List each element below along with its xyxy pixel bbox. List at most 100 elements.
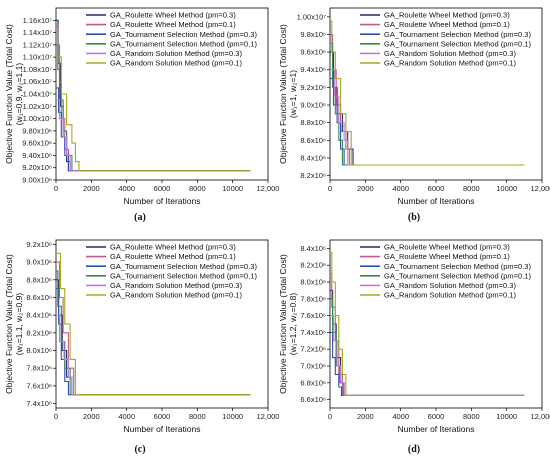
legend-entry: GA_Random Solution Method (pm=0.1) bbox=[384, 291, 516, 300]
x-tick-label: 10000 bbox=[496, 412, 517, 421]
x-tick-label: 2000 bbox=[83, 184, 100, 193]
y-tick-label: 8.4x10⁶ bbox=[300, 244, 326, 253]
legend-entry: GA_Random Solution Method (pm=0.1) bbox=[384, 59, 516, 68]
series-line bbox=[56, 87, 251, 172]
y-tick-label: 8.0x10⁶ bbox=[300, 278, 326, 287]
y-tick-label: 7.8x10⁶ bbox=[300, 294, 326, 303]
y-axis-label: Objective Function Value (Total Cost) bbox=[4, 254, 14, 394]
legend-entry: GA_Random Solution Method (pm=0.3) bbox=[110, 281, 242, 290]
series-line bbox=[330, 315, 525, 396]
y-tick-label: 8.2x10⁶ bbox=[26, 328, 52, 337]
series-line bbox=[56, 252, 251, 396]
x-tick-label: 10000 bbox=[222, 412, 243, 421]
y-tick-label: 9.0x10⁶ bbox=[300, 101, 326, 110]
series-line bbox=[330, 289, 525, 396]
legend-entry: GA_Tournament Selection Method (pm=0.3) bbox=[384, 262, 531, 271]
legend-entry: GA_Random Solution Method (pm=0.1) bbox=[110, 291, 242, 300]
y-tick-label: 7.2x10⁶ bbox=[300, 345, 326, 354]
y-axis-label: Objective Function Value (Total Cost) bbox=[4, 24, 14, 164]
legend-entry: GA_Roulette Wheel Method (pm=0.3) bbox=[384, 11, 510, 20]
x-tick-label: 12,000 bbox=[531, 184, 550, 193]
legend-entry: GA_Random Solution Method (pm=0.1) bbox=[110, 59, 242, 68]
chart-panel: 0 2000 4000 6000 8000 10000 12,000 8.2x10⁶ 8.4x1… bbox=[278, 7, 550, 223]
legend-entry: GA_Roulette Wheel Method (pm=0.3) bbox=[110, 11, 236, 20]
legend-entry: GA_Tournament Selection Method (pm=0.3) bbox=[110, 262, 257, 271]
legend-entry: GA_Random Solution Method (pm=0.3) bbox=[384, 49, 516, 58]
y-tick-label: 9.8x10⁶ bbox=[300, 30, 326, 39]
series-line bbox=[330, 51, 525, 166]
y-axis-label: Objective Function Value (Total Cost) bbox=[278, 24, 288, 164]
x-tick-label: 8000 bbox=[189, 412, 206, 421]
legend-entry: GA_Roulette Wheel Method (pm=0.3) bbox=[110, 243, 236, 252]
x-tick-label: 0 bbox=[54, 412, 58, 421]
y-tick-label: 9.6x10⁶ bbox=[300, 48, 326, 57]
x-tick-label: 10000 bbox=[496, 184, 517, 193]
legend-entry: GA_Tournament Selection Method (pm=0.1) bbox=[110, 39, 257, 48]
y-tick-label: 8.4x10⁶ bbox=[26, 311, 52, 320]
legend-entry: GA_Roulette Wheel Method (pm=0.1) bbox=[110, 20, 236, 29]
x-tick-label: 4000 bbox=[118, 184, 135, 193]
x-tick-label: 6000 bbox=[154, 184, 171, 193]
series-line bbox=[330, 331, 525, 396]
y-tick-label: 8.0x10⁶ bbox=[26, 346, 52, 355]
legend-entry: GA_Roulette Wheel Method (pm=0.1) bbox=[384, 252, 510, 261]
series-line bbox=[56, 99, 251, 172]
panel-label: (b) bbox=[408, 212, 420, 223]
series-line bbox=[56, 288, 251, 396]
y-tick-label: 8.6x10⁶ bbox=[300, 136, 326, 145]
y-tick-label: 1.06x10⁷ bbox=[23, 77, 53, 86]
series-line bbox=[56, 261, 251, 396]
x-tick-label: 0 bbox=[54, 184, 58, 193]
y-tick-label: 9.2x10⁶ bbox=[300, 83, 326, 92]
series-line bbox=[330, 69, 525, 166]
x-axis-label: Number of Iterations bbox=[397, 196, 474, 206]
panel-label: (d) bbox=[408, 444, 420, 455]
chart-panel: 0 2000 4000 6000 8000 10000 12,000 7.4x10⁶ 7.6x1… bbox=[4, 239, 280, 455]
series-line bbox=[330, 78, 525, 166]
y-tick-label: 1.14x10⁷ bbox=[23, 28, 53, 37]
x-tick-label: 8000 bbox=[189, 184, 206, 193]
legend-entry: GA_Roulette Wheel Method (pm=0.1) bbox=[384, 20, 510, 29]
y-tick-label: 9.00x10⁶ bbox=[22, 176, 52, 185]
legend-entry: GA_Tournament Selection Method (pm=0.1) bbox=[384, 39, 531, 48]
chart-panel: 0 2000 4000 6000 8000 10000 12,000 9.00x10⁶ 9.20… bbox=[4, 7, 279, 223]
y-tick-label: 1.12x10⁷ bbox=[23, 40, 53, 49]
x-axis-label: Number of Iterations bbox=[123, 424, 200, 434]
series-line bbox=[56, 314, 251, 396]
y-tick-label: 8.4x10⁶ bbox=[300, 153, 326, 162]
x-tick-label: 4000 bbox=[118, 412, 135, 421]
y-tick-label: 9.0x10⁶ bbox=[26, 258, 52, 267]
x-axis-label: Number of Iterations bbox=[397, 424, 474, 434]
legend-entry: GA_Roulette Wheel Method (pm=0.1) bbox=[110, 252, 236, 261]
y-tick-label: 6.6x10⁶ bbox=[300, 395, 326, 404]
legend-entry: GA_Tournament Selection Method (pm=0.1) bbox=[110, 271, 257, 280]
y-tick-label: 7.0x10⁶ bbox=[300, 362, 326, 371]
y-tick-label: 1.00x10⁷ bbox=[23, 114, 53, 123]
y-tick-label: 9.40x10⁶ bbox=[22, 151, 52, 160]
y-tick-label: 7.6x10⁶ bbox=[26, 381, 52, 390]
chart-panel: 0 2000 4000 6000 8000 10000 12,000 6.6x10⁶ 6.8x1… bbox=[278, 239, 550, 455]
y-tick-label: 1.04x10⁷ bbox=[23, 90, 53, 99]
y-tick-label: 7.6x10⁶ bbox=[300, 311, 326, 320]
y-axis-sublabel: (w₁=1, w₂=1) bbox=[288, 70, 298, 118]
x-tick-label: 12,000 bbox=[531, 412, 550, 421]
y-tick-label: 8.8x10⁶ bbox=[26, 275, 52, 284]
panel-label: (c) bbox=[134, 444, 145, 455]
y-tick-label: 8.2x10⁶ bbox=[300, 171, 326, 180]
y-axis-label: Objective Function Value (Total Cost) bbox=[278, 254, 288, 394]
x-tick-label: 4000 bbox=[392, 412, 409, 421]
x-tick-label: 12,000 bbox=[257, 412, 280, 421]
x-tick-label: 6000 bbox=[154, 412, 171, 421]
y-tick-label: 1.02x10⁷ bbox=[23, 102, 53, 111]
y-tick-label: 7.4x10⁶ bbox=[300, 328, 326, 337]
legend-entry: GA_Tournament Selection Method (pm=0.3) bbox=[110, 30, 257, 39]
x-tick-label: 8000 bbox=[463, 184, 480, 193]
x-tick-label: 2000 bbox=[83, 412, 100, 421]
y-tick-label: 9.80x10⁶ bbox=[22, 126, 52, 135]
y-tick-label: 9.2x10⁶ bbox=[26, 240, 52, 249]
x-tick-label: 6000 bbox=[428, 412, 445, 421]
legend-entry: GA_Tournament Selection Method (pm=0.3) bbox=[384, 30, 531, 39]
legend-entry: GA_Tournament Selection Method (pm=0.1) bbox=[384, 271, 531, 280]
series-line bbox=[330, 20, 525, 166]
